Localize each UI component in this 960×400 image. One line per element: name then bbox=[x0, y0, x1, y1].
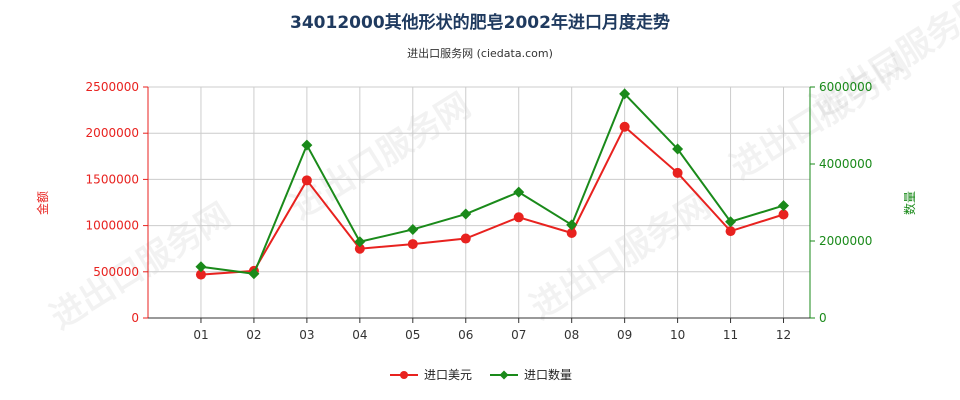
y-left-tick-label: 0 bbox=[131, 311, 139, 325]
grid-lines bbox=[147, 86, 811, 319]
watermark-text: 进出口服务网 bbox=[804, 0, 960, 128]
series-1-point bbox=[778, 209, 789, 220]
y-left-axis-label: 金额 bbox=[35, 191, 50, 215]
series-2-point bbox=[672, 143, 684, 155]
series-2-point bbox=[354, 236, 366, 248]
series-line-2 bbox=[200, 92, 784, 275]
series-1-point bbox=[672, 167, 683, 178]
axes: 05000001000000150000020000002500000金额020… bbox=[35, 80, 917, 342]
legend-label: 进口数量 bbox=[524, 367, 572, 382]
watermark-text: 进出口服务网 bbox=[524, 186, 718, 328]
x-tick-label: 02 bbox=[246, 328, 261, 342]
y-right-tick-label: 4000000 bbox=[819, 157, 872, 171]
y-left-tick-label: 2000000 bbox=[86, 126, 139, 140]
series-1-point bbox=[460, 233, 471, 244]
series-2-point bbox=[619, 88, 631, 100]
series-1-point bbox=[619, 121, 630, 132]
series-line-1 bbox=[200, 125, 784, 276]
x-tick-label: 07 bbox=[511, 328, 526, 342]
x-tick-label: 11 bbox=[723, 328, 738, 342]
plot-area bbox=[195, 88, 790, 280]
chart-title: 34012000其他形状的肥皂2002年进口月度走势 bbox=[290, 13, 670, 33]
legend-marker bbox=[400, 371, 408, 379]
x-tick-label: 05 bbox=[405, 328, 420, 342]
series-1-point bbox=[301, 175, 312, 186]
watermark-text: 进出口服务网 bbox=[44, 196, 238, 338]
y-right-tick-label: 6000000 bbox=[819, 80, 872, 94]
legend-label: 进口美元 bbox=[424, 368, 472, 382]
x-tick-label: 08 bbox=[564, 328, 579, 342]
x-tick-label: 01 bbox=[193, 328, 208, 342]
series-1-point bbox=[354, 243, 365, 254]
series-2-point bbox=[778, 200, 790, 212]
series-1-point bbox=[513, 212, 524, 223]
series-1-point bbox=[195, 269, 206, 280]
x-tick-label: 03 bbox=[299, 328, 314, 342]
series-2-point bbox=[301, 139, 313, 151]
series-1-point bbox=[725, 226, 736, 237]
series-2-point bbox=[725, 216, 737, 228]
y-right-tick-label: 0 bbox=[819, 311, 827, 325]
series-1-point bbox=[566, 227, 577, 238]
legend-marker bbox=[499, 370, 509, 380]
y-left-tick-label: 2500000 bbox=[86, 80, 139, 94]
y-left-tick-label: 1000000 bbox=[86, 219, 139, 233]
series-2-point bbox=[513, 186, 525, 198]
series-2-point bbox=[566, 219, 578, 231]
legend: 进口美元 进口数量 bbox=[390, 367, 572, 382]
y-left-tick-label: 500000 bbox=[93, 265, 139, 279]
x-tick-label: 04 bbox=[352, 328, 367, 342]
y-left-tick-label: 1500000 bbox=[86, 172, 139, 186]
y-right-axis-label: 数量 bbox=[902, 191, 917, 215]
x-tick-label: 12 bbox=[776, 328, 791, 342]
x-tick-label: 09 bbox=[617, 328, 632, 342]
series-2-point bbox=[248, 268, 260, 280]
y-right-tick-label: 2000000 bbox=[819, 234, 872, 248]
x-tick-label: 10 bbox=[670, 328, 685, 342]
series-1-point bbox=[407, 239, 418, 250]
plot-frame bbox=[147, 86, 811, 319]
series-2-point bbox=[195, 261, 207, 273]
chart-subtitle: 进出口服务网 (ciedata.com) bbox=[407, 47, 553, 60]
x-tick-label: 06 bbox=[458, 328, 473, 342]
series-2-point bbox=[407, 223, 419, 235]
series-2-point bbox=[460, 208, 472, 220]
